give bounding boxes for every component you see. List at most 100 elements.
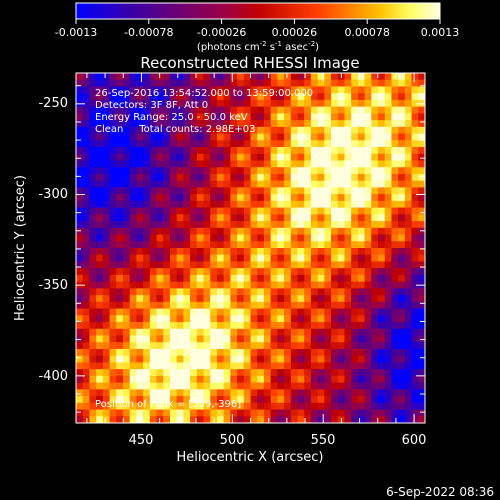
heatmap-cell xyxy=(324,207,332,215)
heatmap-cell xyxy=(357,140,365,148)
heatmap-cell xyxy=(243,73,251,81)
heatmap-cell xyxy=(310,99,318,107)
heatmap-cell xyxy=(190,288,198,296)
heatmap-cell xyxy=(116,173,124,181)
heatmap-cell xyxy=(183,382,191,390)
heatmap-cell xyxy=(122,342,130,350)
heatmap-cell xyxy=(89,369,97,377)
heatmap-cell xyxy=(102,86,110,94)
heatmap-cell xyxy=(129,402,137,410)
heatmap-cell xyxy=(284,73,292,81)
heatmap-cell xyxy=(404,200,412,208)
heatmap-cell xyxy=(169,194,177,202)
heatmap-cell xyxy=(418,295,425,303)
heatmap-cell xyxy=(243,295,251,303)
heatmap-cell xyxy=(143,147,151,155)
heatmap-cell xyxy=(290,133,298,141)
heatmap-cell xyxy=(371,194,379,202)
heatmap-cell xyxy=(277,375,285,383)
heatmap-cell xyxy=(263,153,271,161)
heatmap-cell xyxy=(156,120,164,128)
heatmap-cell xyxy=(156,348,164,356)
heatmap-cell xyxy=(351,268,359,276)
heatmap-cell xyxy=(109,234,117,242)
heatmap-cell xyxy=(116,113,124,121)
heatmap-cell xyxy=(418,207,425,215)
heatmap-cell xyxy=(357,308,365,316)
heatmap-cell xyxy=(122,79,130,87)
heatmap-cell xyxy=(404,308,412,316)
heatmap-cell xyxy=(398,248,406,256)
heatmap-cell xyxy=(122,261,130,269)
heatmap-cell xyxy=(223,335,231,343)
heatmap-cell xyxy=(76,214,84,222)
heatmap-cell xyxy=(109,180,117,188)
heatmap-cell xyxy=(203,180,211,188)
heatmap-cell xyxy=(156,147,164,155)
heatmap-cell xyxy=(324,301,332,309)
heatmap-cell xyxy=(331,194,339,202)
heatmap-cell xyxy=(149,248,157,256)
heatmap-cell xyxy=(163,173,171,181)
heatmap-cell xyxy=(149,369,157,377)
heatmap-cell xyxy=(378,254,386,262)
heatmap-cell xyxy=(149,180,157,188)
heatmap-cell xyxy=(190,86,198,94)
heatmap-cell xyxy=(82,167,90,175)
heatmap-cell xyxy=(136,335,144,343)
heatmap-cell xyxy=(297,295,305,303)
heatmap-cell xyxy=(183,416,191,423)
heatmap-cell xyxy=(404,153,412,161)
heatmap-cell xyxy=(378,315,386,323)
heatmap-cell xyxy=(176,281,184,289)
heatmap-cell xyxy=(76,389,84,397)
heatmap-cell xyxy=(250,409,258,417)
heatmap-cell xyxy=(331,126,339,134)
heatmap-cell xyxy=(384,227,392,235)
heatmap-cell xyxy=(109,335,117,343)
heatmap-cell xyxy=(203,200,211,208)
heatmap-cell xyxy=(109,328,117,336)
heatmap-cell xyxy=(263,99,271,107)
heatmap-cell xyxy=(297,274,305,282)
heatmap-cell xyxy=(310,214,318,222)
heatmap-cell xyxy=(310,396,318,404)
heatmap-cell xyxy=(237,167,245,175)
heatmap-cell xyxy=(310,288,318,296)
heatmap-cell xyxy=(76,248,84,256)
heatmap-cell xyxy=(169,234,177,242)
heatmap-cell xyxy=(89,342,97,350)
heatmap-cell xyxy=(163,281,171,289)
heatmap-cell xyxy=(116,402,124,410)
heatmap-cell xyxy=(76,207,84,215)
heatmap-cell xyxy=(169,315,177,323)
heatmap-cell xyxy=(116,268,124,276)
heatmap-cell xyxy=(384,396,392,404)
image-annotations: 26-Sep-2016 13:54:52.000 to 13:59:00.000… xyxy=(95,88,313,410)
heatmap-cell xyxy=(351,79,359,87)
heatmap-cell xyxy=(418,362,425,370)
heatmap-cell xyxy=(230,288,238,296)
heatmap-cell xyxy=(109,268,117,276)
heatmap-cell xyxy=(337,281,345,289)
heatmap-cell xyxy=(384,93,392,101)
heatmap-cell xyxy=(297,234,305,242)
heatmap-cell xyxy=(277,382,285,390)
heatmap-cell xyxy=(257,369,265,377)
heatmap-cell xyxy=(277,200,285,208)
heatmap-cell xyxy=(310,342,318,350)
heatmap-cell xyxy=(250,268,258,276)
heatmap-cell xyxy=(89,167,97,175)
heatmap-cell xyxy=(284,295,292,303)
heatmap-cell xyxy=(183,315,191,323)
heatmap-cell xyxy=(404,173,412,181)
heatmap-cell xyxy=(331,106,339,114)
heatmap-cell xyxy=(378,227,386,235)
heatmap-cell xyxy=(76,382,84,390)
heatmap-cell xyxy=(149,234,157,242)
heatmap-cell xyxy=(196,348,204,356)
unit-part: (photons cm xyxy=(197,42,260,53)
heatmap-cell xyxy=(89,335,97,343)
heatmap-cell xyxy=(284,241,292,249)
heatmap-cell xyxy=(190,187,198,195)
